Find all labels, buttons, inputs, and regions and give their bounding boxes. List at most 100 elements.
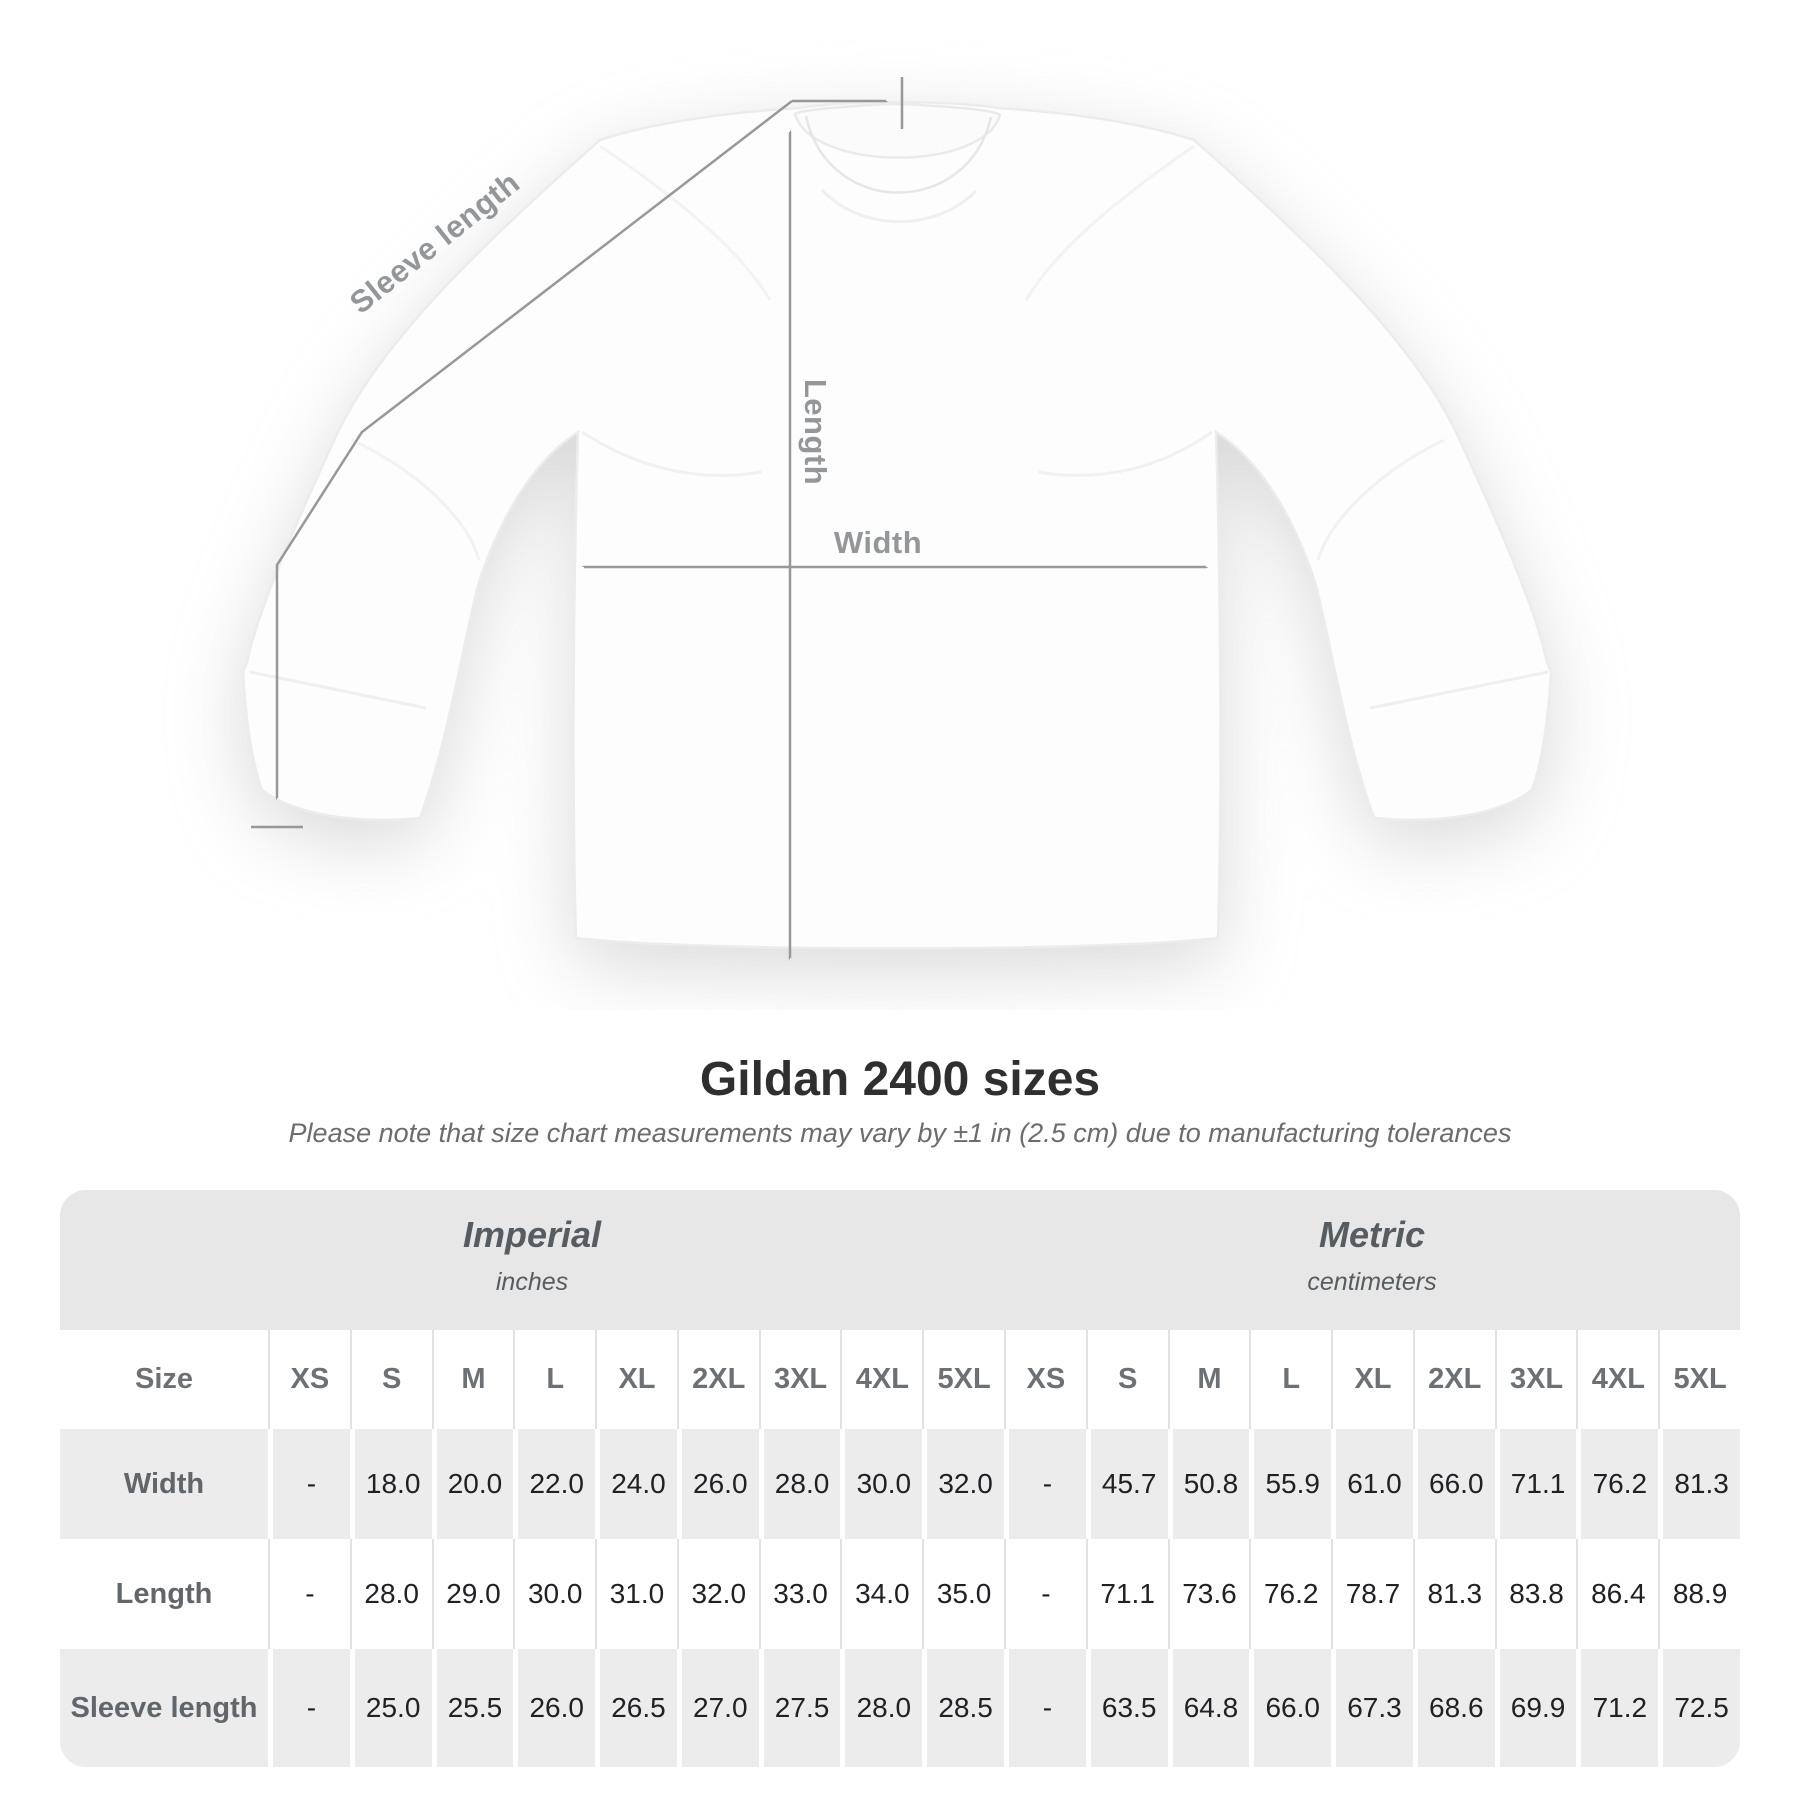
size-header-cell: XL <box>1331 1330 1413 1429</box>
size-column-header: Size <box>134 1363 194 1395</box>
size-header-cell: 5XL <box>1658 1330 1740 1429</box>
size-header-cell: 2XL <box>1412 1330 1495 1429</box>
value-cell: 66.0 <box>1249 1649 1332 1767</box>
value-cell: 73.6 <box>1167 1539 1250 1649</box>
value-cell: 88.9 <box>1658 1539 1740 1649</box>
long-sleeve-shirt-illustration <box>241 100 1553 950</box>
size-header-cell: L <box>513 1330 595 1429</box>
value-cell: - <box>1004 1539 1086 1649</box>
size-header-cell: 2XL <box>676 1330 759 1429</box>
value-cell: 64.8 <box>1167 1649 1250 1767</box>
tolerance-note: Please note that size chart measurements… <box>288 1118 1512 1148</box>
value-cell: 32.0 <box>676 1539 759 1649</box>
value-cell: 63.5 <box>1085 1649 1168 1767</box>
value-cell: 32.0 <box>922 1429 1004 1539</box>
table-row-width: Width - 18.0 20.0 22.0 24.0 26.0 28.0 30… <box>60 1429 1740 1539</box>
value-cell: 33.0 <box>758 1539 841 1649</box>
shirt-diagram-svg <box>241 77 1553 1010</box>
value-cell: 28.0 <box>840 1649 923 1767</box>
collar-shadow <box>820 188 978 224</box>
value-cell: 83.8 <box>1494 1539 1577 1649</box>
value-cell: 28.0 <box>758 1429 841 1539</box>
width-label: Width <box>833 525 923 560</box>
table-row-sleeve-length: Sleeve length - 25.0 25.5 26.0 26.5 27.0… <box>60 1649 1740 1767</box>
value-cell: 28.5 <box>922 1649 1004 1767</box>
value-cell: 30.0 <box>513 1539 595 1649</box>
value-cell: 31.0 <box>595 1539 677 1649</box>
value-cell: 22.0 <box>513 1429 596 1539</box>
size-header-cell: S <box>349 1330 432 1429</box>
value-cell: 81.3 <box>1412 1539 1495 1649</box>
value-cell: 26.0 <box>513 1649 596 1767</box>
size-header-cell: 5XL <box>922 1330 1004 1429</box>
value-cell: 50.8 <box>1167 1429 1250 1539</box>
unit-header-band: Imperial inches Metric centimeters <box>60 1190 1740 1330</box>
row-label: Sleeve length <box>60 1649 268 1767</box>
value-cell: 67.3 <box>1331 1649 1413 1767</box>
size-header-cell: M <box>1167 1330 1250 1429</box>
value-cell: 20.0 <box>431 1429 514 1539</box>
row-label: Width <box>60 1429 268 1539</box>
size-header-cell: XS <box>1004 1330 1086 1429</box>
value-cell: 27.0 <box>676 1649 759 1767</box>
value-cell: - <box>268 1539 350 1649</box>
value-cell: 25.0 <box>349 1649 432 1767</box>
size-header-cell: S <box>1085 1330 1168 1429</box>
value-cell: 71.1 <box>1085 1539 1168 1649</box>
value-cell: 68.6 <box>1412 1649 1495 1767</box>
value-cell: - <box>1004 1429 1086 1539</box>
value-cell: - <box>268 1649 350 1767</box>
metric-header: Metric centimeters <box>1004 1190 1740 1330</box>
size-header-cell: XS <box>268 1330 350 1429</box>
value-cell: 25.5 <box>431 1649 514 1767</box>
size-header-cell: XL <box>595 1330 677 1429</box>
collar-neckline <box>804 115 993 194</box>
value-cell: 27.5 <box>758 1649 841 1767</box>
value-cell: 24.0 <box>595 1429 677 1539</box>
value-cell: 55.9 <box>1249 1429 1332 1539</box>
value-cell: 66.0 <box>1412 1429 1495 1539</box>
value-cell: 76.2 <box>1576 1429 1659 1539</box>
value-cell: 34.0 <box>840 1539 922 1649</box>
page-title: Gildan 2400 sizes <box>699 1053 1101 1106</box>
value-cell: 28.0 <box>349 1539 432 1649</box>
value-cell: 18.0 <box>349 1429 432 1539</box>
imperial-label: Imperial <box>462 1214 602 1255</box>
metric-label: Metric <box>1318 1214 1426 1255</box>
size-header-cell: 3XL <box>1494 1330 1577 1429</box>
value-cell: 61.0 <box>1331 1429 1413 1539</box>
collar-outer <box>793 102 1002 159</box>
value-cell: - <box>268 1429 350 1539</box>
metric-unit: centimeters <box>1307 1268 1437 1296</box>
value-cell: 72.5 <box>1658 1649 1740 1767</box>
size-header-cell: 4XL <box>1576 1330 1658 1429</box>
value-cell: 86.4 <box>1576 1539 1658 1649</box>
value-cell: 81.3 <box>1658 1429 1740 1539</box>
length-label: Length <box>798 378 833 486</box>
size-header-cell: L <box>1249 1330 1331 1429</box>
value-cell: - <box>1004 1649 1086 1767</box>
value-cell: 26.5 <box>595 1649 677 1767</box>
size-header-cell: 4XL <box>840 1330 922 1429</box>
value-cell: 78.7 <box>1331 1539 1413 1649</box>
size-table: Imperial inches Metric centimeters Size … <box>60 1190 1740 1767</box>
sleeve-length-measure-line <box>251 77 904 829</box>
value-cell: 35.0 <box>922 1539 1004 1649</box>
value-cell: 69.9 <box>1494 1649 1577 1767</box>
value-cell: 29.0 <box>431 1539 514 1649</box>
value-cell: 71.2 <box>1576 1649 1659 1767</box>
value-cell: 45.7 <box>1085 1429 1168 1539</box>
value-cell: 76.2 <box>1249 1539 1331 1649</box>
value-cell: 26.0 <box>676 1429 759 1539</box>
imperial-header: Imperial inches <box>60 1190 1004 1330</box>
value-cell: 30.0 <box>840 1429 923 1539</box>
shirt-measurement-diagram: Sleeve length Length Width <box>241 77 1553 1010</box>
value-cell: 71.1 <box>1494 1429 1577 1539</box>
size-header-cell: 3XL <box>758 1330 841 1429</box>
imperial-unit: inches <box>495 1268 569 1296</box>
size-header-cell: M <box>431 1330 514 1429</box>
table-row-length: Length - 28.0 29.0 30.0 31.0 32.0 33.0 3… <box>60 1539 1740 1649</box>
row-label: Length <box>115 1577 213 1610</box>
size-header-row: Size XS S M L XL 2XL 3XL 4XL 5XL XS S M … <box>60 1330 1740 1429</box>
